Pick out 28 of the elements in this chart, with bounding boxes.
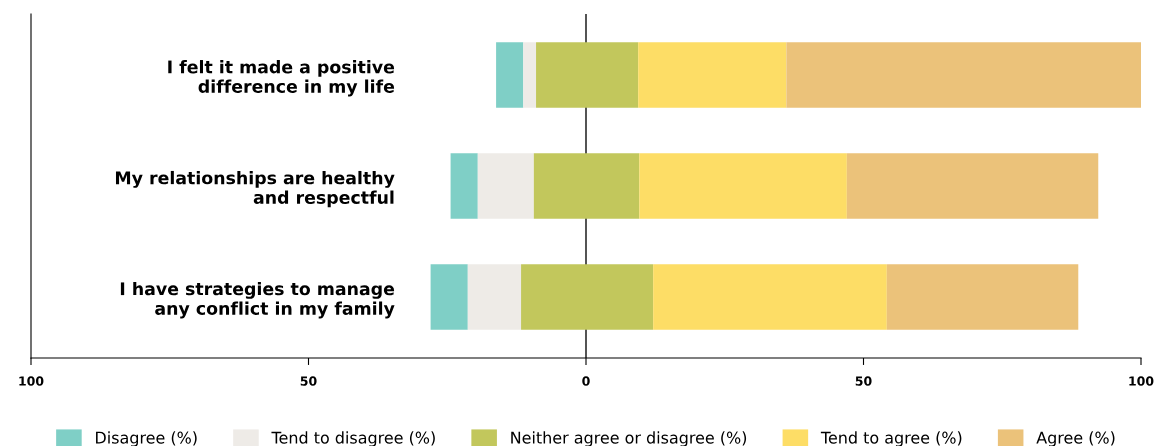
bar [536,42,639,108]
legend-label: Tend to agree (%) [820,431,962,446]
legend-label: Agree (%) [1036,431,1115,446]
bar [523,42,537,108]
y-tick-label: I felt it made a positive difference in my life [168,60,395,97]
y-tick-label: I have strategies to manage any conflict in my family [120,281,395,319]
bar [886,264,1079,330]
bar [477,153,534,219]
legend-label: Tend to disagree (%) [271,431,435,446]
legend-label: Disagree (%) [96,431,197,446]
bar [521,264,654,330]
bar [786,42,1141,108]
x-tick-label: 100 [19,376,44,386]
bar [430,264,468,330]
bar [639,153,847,219]
bar [846,153,1099,219]
bar [533,153,640,219]
bar [450,153,478,219]
x-tick-label: 50 [300,376,317,386]
x-tick-label: 100 [1129,376,1154,386]
bar [638,42,787,108]
bar [496,42,524,108]
x-tick-label: 50 [855,376,872,386]
y-tick-label: My relationships are healthy and respectful [115,170,395,208]
x-tick-label: 0 [582,376,590,386]
bar [467,264,522,330]
legend-label: Neither agree or disagree (%) [511,431,747,446]
bar [653,264,887,330]
